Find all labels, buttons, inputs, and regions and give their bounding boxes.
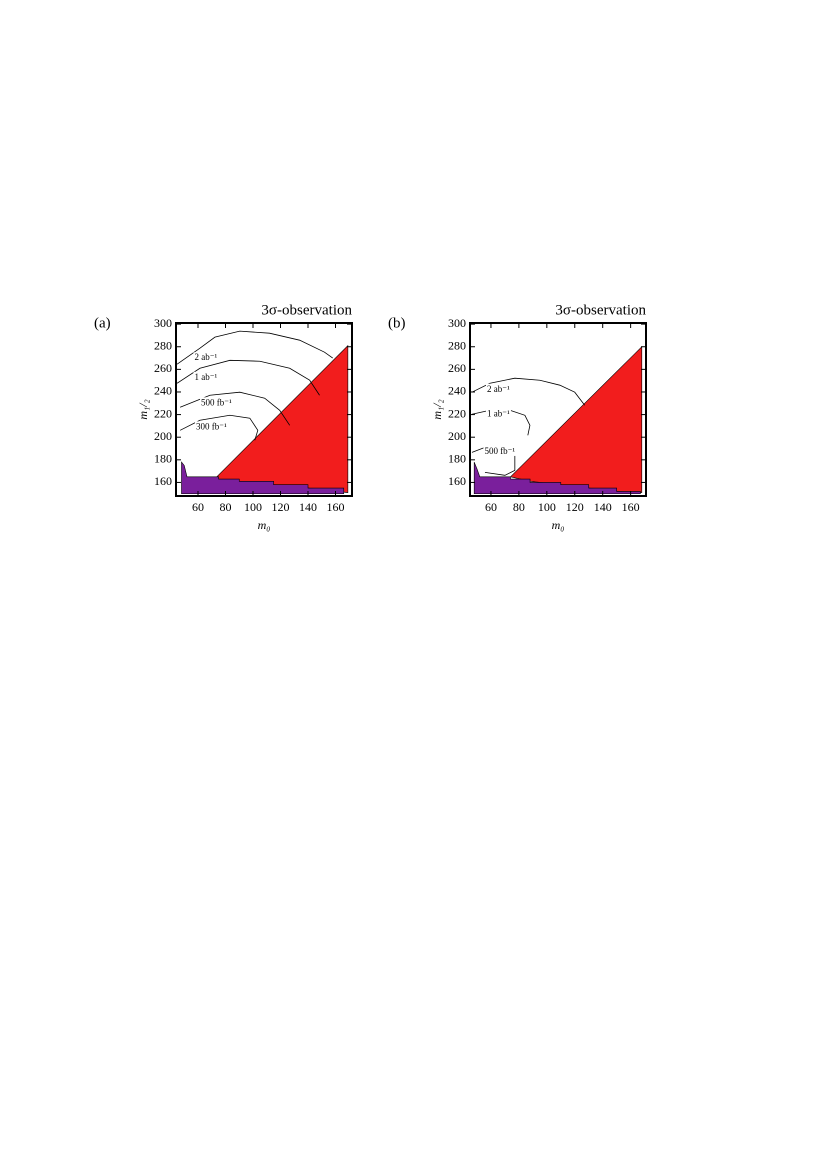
y-tick-label: 260 [154,361,172,375]
x-axis-label: m₀ [552,518,565,532]
y-tick-label: 260 [448,361,466,375]
contour-label: 2 ab⁻¹ [487,384,510,394]
y-tick-label: 240 [448,384,466,398]
contour-label-bg [485,383,511,394]
plot-area: 2 ab⁻¹ 1 ab⁻¹ 500 fb⁻¹ 300 fb⁻¹ [176,330,349,495]
contour-label-bg [200,397,234,408]
x-tick-label: 120 [566,500,584,514]
y-tick-label: 180 [154,452,172,466]
y-tick-label: 280 [154,338,172,352]
y-tick-label: 280 [448,338,466,352]
y-tick-label: 220 [154,406,172,420]
contour-line [179,391,291,426]
y-tick-label: 180 [448,452,466,466]
y-tick-label: 200 [154,429,172,443]
chart-title: 3σ-observation [555,302,646,318]
panel-label: (a) [94,315,111,331]
chart-title: 3σ-observation [261,302,352,318]
contour-label: 1 ab⁻¹ [195,372,218,382]
x-tick-label: 100 [538,500,556,514]
region [509,346,643,493]
contour-label-bg [193,371,219,382]
contour-label-bg [193,352,219,363]
x-tick-label: 160 [622,500,640,514]
contour-line [176,330,333,365]
x-tick-label: 140 [594,500,612,514]
plot-frame [469,322,647,497]
x-tick-label: 80 [513,500,525,514]
contour-label-bg [483,445,517,456]
panel-label: (b) [388,315,406,331]
plot-frame [175,322,353,497]
x-tick-label: 120 [272,500,290,514]
contour-label: 500 fb⁻¹ [484,446,515,456]
region [181,461,345,495]
contour-label-bg [195,421,229,432]
x-tick-label: 100 [244,500,262,514]
region [213,344,349,493]
x-tick-label: 60 [485,500,497,514]
y-tick-label: 300 [448,316,466,330]
contour-line [176,359,320,396]
contour-label: 1 ab⁻¹ [487,408,510,418]
y-tick-label: 200 [448,429,466,443]
contour-line [471,377,585,406]
y-axis-label: m₁/₂ [430,399,444,419]
x-axis-label: m₀ [258,518,271,532]
x-tick-label: 160 [327,500,345,514]
y-tick-label: 240 [154,384,172,398]
plot-area: 2 ab⁻¹ 1 ab⁻¹ 500 fb⁻¹ [471,346,643,495]
y-tick-label: 220 [448,406,466,420]
y-tick-label: 160 [448,474,466,488]
y-tick-label: 300 [154,316,172,330]
contour-label: 2 ab⁻¹ [195,352,218,362]
contour-label-bg [485,408,511,419]
region [473,461,641,495]
y-axis-label: m₁/₂ [136,399,150,419]
x-tick-label: 140 [299,500,317,514]
y-tick-label: 160 [154,474,172,488]
x-tick-label: 80 [220,500,232,514]
contour-label: 300 fb⁻¹ [196,421,227,431]
x-tick-label: 60 [192,500,204,514]
contour-label: 500 fb⁻¹ [201,397,232,407]
